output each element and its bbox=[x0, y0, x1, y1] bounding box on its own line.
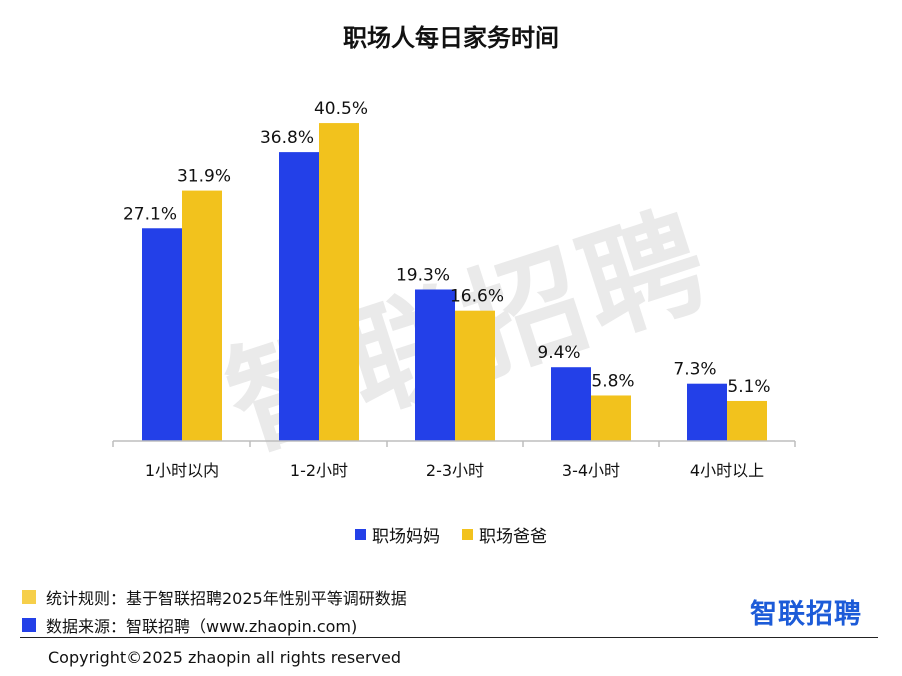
bar-dad-1 bbox=[319, 123, 359, 441]
bar-mom-4 bbox=[687, 383, 727, 441]
x-tick-label-4: 4小时以上 bbox=[690, 461, 764, 480]
data-label-mom-2: 19.3% bbox=[396, 265, 450, 285]
legend-label-mom: 职场妈妈 bbox=[372, 527, 440, 547]
data-label-dad-2: 16.6% bbox=[450, 287, 504, 307]
footer-divider bbox=[20, 637, 878, 638]
x-tick-label-3: 3-4小时 bbox=[562, 461, 620, 480]
bar-mom-0 bbox=[142, 228, 182, 441]
note-rule-marker bbox=[22, 590, 36, 604]
note-source-marker bbox=[22, 618, 36, 632]
bar-mom-3 bbox=[551, 367, 591, 441]
note-rule-text: 统计规则：基于智联招聘2025年性别平等调研数据 bbox=[46, 589, 407, 608]
legend: 职场妈妈 职场爸爸 bbox=[0, 522, 902, 547]
copyright-text: Copyright©2025 zhaopin all rights reserv… bbox=[48, 648, 402, 667]
data-label-mom-4: 7.3% bbox=[673, 360, 716, 380]
data-label-mom-1: 36.8% bbox=[260, 128, 314, 148]
bar-dad-0 bbox=[182, 190, 222, 441]
note-source: 数据来源：智联招聘（www.zhaopin.com) bbox=[22, 611, 407, 639]
data-label-dad-1: 40.5% bbox=[314, 99, 368, 119]
bar-mom-2 bbox=[415, 289, 455, 441]
bar-mom-1 bbox=[279, 152, 319, 441]
legend-swatch-dad bbox=[462, 529, 473, 540]
note-source-text: 数据来源：智联招聘（www.zhaopin.com) bbox=[46, 617, 358, 636]
data-label-dad-0: 31.9% bbox=[177, 167, 231, 187]
bar-dad-2 bbox=[455, 310, 495, 441]
x-tick-label-0: 1小时以内 bbox=[145, 461, 219, 480]
data-label-dad-4: 5.1% bbox=[727, 377, 770, 397]
data-label-mom-0: 27.1% bbox=[123, 204, 177, 224]
legend-swatch-mom bbox=[355, 529, 366, 540]
brand-logo: 智联招聘 bbox=[750, 599, 862, 630]
data-label-mom-3: 9.4% bbox=[537, 343, 580, 363]
x-tick-label-1: 1-2小时 bbox=[290, 461, 348, 480]
legend-item-mom: 职场妈妈 bbox=[355, 522, 440, 547]
legend-item-dad: 职场爸爸 bbox=[462, 522, 547, 547]
bar-chart: 27.1% 36.8% 19.3% 9.4% 7.3% 31.9% 40.5% 16.6% 5.… bbox=[112, 99, 796, 480]
notes: 统计规则：基于智联招聘2025年性别平等调研数据 数据来源：智联招聘（www.z… bbox=[22, 583, 407, 639]
x-tick-label-2: 2-3小时 bbox=[426, 461, 484, 480]
data-label-dad-3: 5.8% bbox=[591, 371, 634, 391]
bar-dad-4 bbox=[727, 400, 767, 441]
legend-label-dad: 职场爸爸 bbox=[479, 527, 547, 547]
note-rule: 统计规则：基于智联招聘2025年性别平等调研数据 bbox=[22, 583, 407, 611]
chart-title: 职场人每日家务时间 bbox=[343, 24, 559, 52]
bar-dad-3 bbox=[591, 395, 631, 441]
